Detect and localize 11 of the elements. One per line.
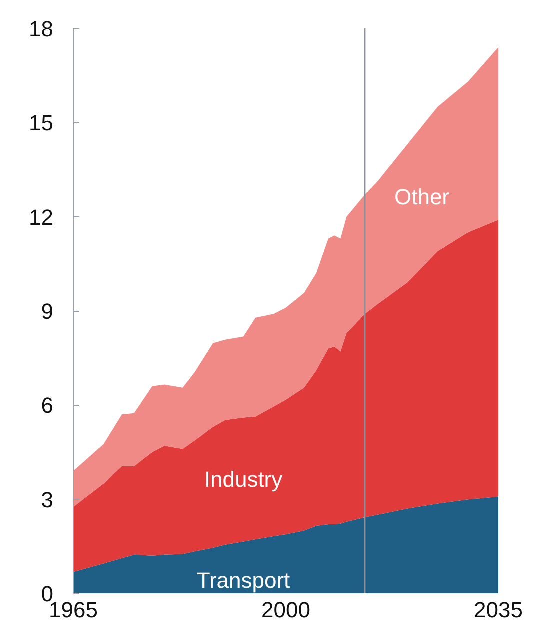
y-tick-label: 6 [41,393,54,418]
series-label: Transport [196,568,290,594]
y-tick-label: 3 [41,487,54,512]
y-tick-label: 12 [29,204,54,230]
x-tick-label: 2035 [474,598,523,622]
y-tick-label: 18 [29,16,54,42]
y-tick-label: 15 [29,110,54,136]
series-label: Industry [204,467,283,492]
series-label: Other [394,184,450,210]
y-tick-label: 9 [41,299,54,324]
x-tick-label: 2000 [262,598,310,622]
